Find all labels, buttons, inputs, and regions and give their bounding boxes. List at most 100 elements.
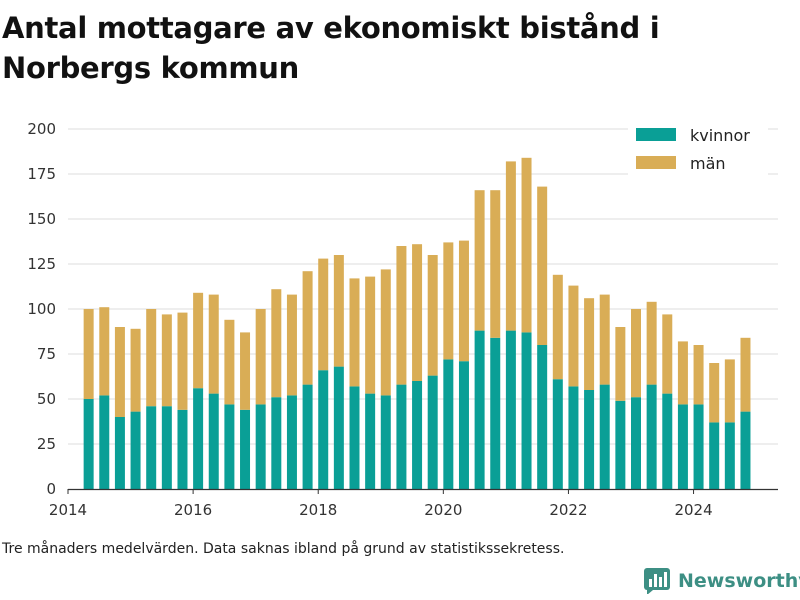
bar-kvinnor-17 (349, 386, 360, 489)
bar-kvinnor-34 (615, 400, 626, 489)
bar-kvinnor-28 (521, 332, 532, 489)
y-tick-label-125: 125 (27, 255, 56, 273)
bar-kvinnor-26 (490, 337, 501, 489)
bar-kvinnor-32 (584, 390, 595, 489)
y-tick-label-175: 175 (27, 165, 56, 183)
bar-man-29 (537, 186, 548, 345)
bar-kvinnor-1 (99, 395, 110, 489)
legend-label-kvinnor: kvinnor (690, 126, 750, 145)
bar-kvinnor-21 (412, 381, 423, 489)
bar-kvinnor-8 (208, 393, 219, 489)
bar-man-1 (99, 307, 110, 396)
bar-kvinnor-19 (380, 395, 391, 489)
bar-kvinnor-41 (724, 422, 735, 489)
bar-man-27 (505, 161, 516, 331)
bar-man-5 (161, 314, 172, 407)
legend: kvinnor män (628, 122, 768, 178)
bar-man-14 (302, 271, 313, 385)
bar-kvinnor-11 (255, 404, 266, 489)
bar-man-41 (724, 359, 735, 423)
bar-man-18 (365, 276, 376, 394)
bar-kvinnor-23 (443, 359, 454, 489)
bar-man-39 (693, 345, 704, 405)
bar-kvinnor-35 (631, 397, 641, 489)
bar-kvinnor-31 (568, 386, 579, 489)
bar-man-24 (458, 240, 469, 362)
bar-kvinnor-30 (552, 379, 563, 489)
bar-man-26 (490, 190, 501, 338)
bar-man-28 (521, 157, 532, 333)
legend-label-man: män (690, 154, 726, 173)
bar-kvinnor-7 (193, 388, 204, 489)
bar-man-2 (114, 327, 125, 417)
bar-man-22 (427, 255, 438, 376)
y-tick-label-75: 75 (37, 345, 56, 363)
bar-kvinnor-39 (693, 404, 704, 489)
bar-chart-logo-icon (644, 568, 670, 594)
y-tick-label-25: 25 (37, 435, 56, 453)
bar-kvinnor-22 (427, 375, 438, 489)
bar-kvinnor-29 (537, 345, 548, 489)
bar-kvinnor-10 (240, 409, 251, 489)
x-tick-label-2024: 2024 (674, 501, 712, 519)
bar-man-8 (208, 294, 219, 394)
x-tick-label-2022: 2022 (549, 501, 587, 519)
x-tick-label-2020: 2020 (424, 501, 462, 519)
bar-man-32 (584, 298, 595, 390)
bar-man-23 (443, 242, 454, 360)
bar-kvinnor-13 (286, 395, 297, 489)
bar-man-0 (83, 309, 94, 399)
y-tick-label-50: 50 (37, 390, 56, 408)
x-tick-label-2014: 2014 (49, 501, 87, 519)
bar-kvinnor-14 (302, 384, 313, 489)
bar-kvinnor-16 (333, 366, 344, 489)
bar-man-37 (662, 314, 673, 394)
bar-kvinnor-6 (177, 409, 188, 489)
bar-man-12 (271, 289, 282, 398)
bar-man-17 (349, 278, 360, 387)
x-tick-label-2016: 2016 (174, 501, 212, 519)
bar-man-10 (240, 332, 251, 410)
bar-kvinnor-27 (505, 330, 516, 489)
bar-kvinnor-38 (677, 404, 688, 489)
bar-man-15 (318, 258, 329, 371)
bar-kvinnor-36 (646, 384, 657, 489)
y-tick-label-100: 100 (27, 300, 56, 318)
bar-kvinnor-24 (458, 361, 469, 489)
bar-kvinnor-0 (83, 399, 94, 489)
bar-man-21 (412, 244, 423, 381)
bar-man-13 (286, 294, 297, 396)
bar-kvinnor-2 (114, 417, 125, 489)
bar-man-33 (599, 294, 610, 385)
bar-kvinnor-5 (161, 406, 172, 489)
bar-kvinnor-15 (318, 370, 329, 489)
bar-kvinnor-37 (662, 393, 673, 489)
bar-kvinnor-18 (365, 393, 376, 489)
bar-man-40 (709, 363, 720, 423)
bar-man-7 (193, 292, 204, 389)
axes: 0 25 50 75 100 125 150 175 200 2014 2016 2018 2020 20… (27, 120, 778, 519)
y-tick-label-150: 150 (27, 210, 56, 228)
bar-kvinnor-9 (224, 404, 235, 489)
bar-man-38 (677, 341, 688, 405)
bar-man-36 (646, 301, 657, 385)
bar-man-4 (146, 309, 157, 407)
x-tick-label-2018: 2018 (299, 501, 337, 519)
bar-man-19 (380, 269, 391, 396)
bar-man-30 (552, 274, 563, 380)
bar-man-3 (130, 328, 141, 412)
bar-man-35 (631, 309, 641, 398)
bar-man-34 (615, 327, 626, 401)
bar-man-6 (177, 312, 188, 410)
bar-man-20 (396, 246, 407, 385)
bar-man-42 (740, 337, 751, 412)
y-tick-label-0: 0 (46, 480, 56, 498)
bar-kvinnor-12 (271, 397, 282, 489)
bars (83, 157, 751, 489)
bar-man-16 (333, 255, 344, 367)
legend-swatch-kvinnor (636, 128, 676, 141)
brand-logo: Newsworthy (644, 568, 800, 594)
bar-kvinnor-4 (146, 406, 157, 489)
y-tick-label-200: 200 (27, 120, 56, 138)
